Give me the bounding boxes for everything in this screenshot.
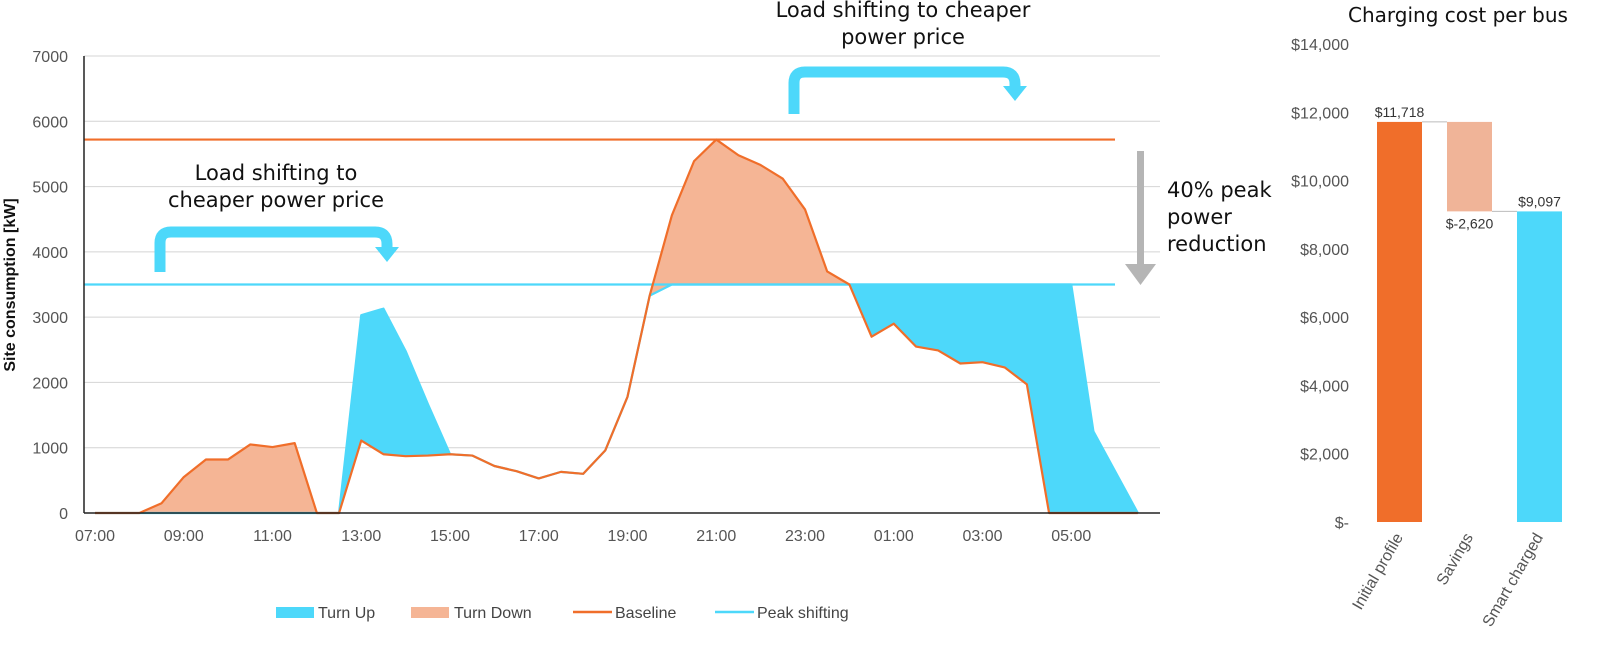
reduction-arrow-shaft bbox=[1137, 151, 1144, 266]
reduction-line-2: power bbox=[1167, 205, 1232, 229]
turn-up-area bbox=[850, 284, 1138, 513]
right-shift-arrow-icon bbox=[788, 66, 1021, 114]
waterfall-data-label: $-2,620 bbox=[1446, 215, 1494, 231]
waterfall-y-tick-label: $8,000 bbox=[1300, 242, 1349, 259]
left-area-fills bbox=[140, 139, 1138, 513]
left-x-tick-labels: 07:00 09:00 11:00 13:00 15:00 17:00 19:00 21:00… bbox=[75, 528, 1091, 545]
right-shift-arrowhead-icon bbox=[1003, 86, 1027, 101]
legend-label-turn-down: Turn Down bbox=[454, 605, 532, 622]
turn-down-area bbox=[650, 139, 850, 296]
left-y-tick-labels: 0 1000 2000 3000 4000 5000 6000 7000 bbox=[32, 49, 68, 523]
charging-cost-chart: Charging cost per bus $- $2,000 $4,000 $6,0… bbox=[1291, 3, 1568, 630]
bar-savings bbox=[1447, 121, 1492, 212]
legend-swatch-turn-down bbox=[411, 607, 449, 618]
y-tick-label: 0 bbox=[59, 506, 68, 523]
reduction-arrow-icon bbox=[1125, 264, 1156, 285]
y-tick-label: 4000 bbox=[32, 245, 68, 262]
turn-up-area bbox=[340, 308, 450, 510]
waterfall-y-tick-label: $2,000 bbox=[1300, 447, 1349, 464]
left-shift-arrow-icon bbox=[154, 226, 393, 272]
waterfall-y-tick-label: $4,000 bbox=[1300, 378, 1349, 395]
x-tick-label: 05:00 bbox=[1051, 528, 1091, 545]
waterfall-y-tick-label: $14,000 bbox=[1291, 37, 1349, 54]
waterfall-y-tick-label: $6,000 bbox=[1300, 310, 1349, 327]
waterfall-data-label: $11,718 bbox=[1375, 104, 1425, 120]
y-tick-label: 5000 bbox=[32, 180, 68, 197]
legend-label-baseline: Baseline bbox=[615, 605, 676, 622]
baseline-line bbox=[95, 138, 1138, 515]
x-tick-label: 09:00 bbox=[164, 528, 204, 545]
legend-swatch-turn-up bbox=[276, 607, 314, 618]
waterfall-category-label: Initial profile bbox=[1350, 530, 1407, 613]
turn-down-area bbox=[140, 443, 317, 513]
left-shift-line-2: cheaper power price bbox=[168, 188, 384, 212]
load-shift-annotation-right: Load shifting to cheaper power price bbox=[776, 0, 1031, 114]
x-tick-label: 11:00 bbox=[253, 528, 292, 545]
x-tick-label: 07:00 bbox=[75, 528, 115, 545]
left-axes bbox=[83, 56, 1160, 514]
waterfall-title: Charging cost per bus bbox=[1348, 3, 1568, 27]
legend-label-turn-up: Turn Up bbox=[318, 605, 375, 622]
x-tick-label: 15:00 bbox=[430, 528, 470, 545]
waterfall-data-labels: $11,718 $-2,620 $9,097 bbox=[1375, 104, 1561, 231]
right-shift-line-1: Load shifting to cheaper bbox=[776, 0, 1031, 22]
y-tick-label: 2000 bbox=[32, 375, 68, 392]
x-tick-label: 23:00 bbox=[785, 528, 825, 545]
left-shift-arrowhead-icon bbox=[375, 247, 399, 262]
legend-label-peak-shifting: Peak shifting bbox=[757, 605, 849, 622]
waterfall-y-tick-label: $12,000 bbox=[1291, 105, 1349, 122]
waterfall-category-labels: Initial profile Savings Smart charged bbox=[1350, 530, 1547, 629]
waterfall-bars bbox=[1377, 121, 1562, 522]
legend: Turn Up Turn Down Baseline Peak shifting bbox=[276, 605, 849, 622]
bar-initial-profile bbox=[1377, 121, 1422, 522]
x-tick-label: 03:00 bbox=[962, 528, 1002, 545]
reduction-line-1: 40% peak bbox=[1167, 178, 1272, 202]
y-tick-label: 1000 bbox=[32, 441, 68, 458]
left-series-lines bbox=[84, 138, 1139, 515]
x-tick-label: 17:00 bbox=[519, 528, 559, 545]
load-shift-annotation-left: Load shifting to cheaper power price bbox=[154, 161, 399, 272]
y-tick-label: 7000 bbox=[32, 49, 68, 66]
left-shift-line-1: Load shifting to bbox=[195, 161, 358, 185]
x-tick-label: 21:00 bbox=[696, 528, 736, 545]
y-tick-label: 6000 bbox=[32, 114, 68, 131]
waterfall-y-tick-label: $- bbox=[1335, 515, 1349, 532]
site-consumption-chart: 0 1000 2000 3000 4000 5000 6000 7000 07:00 09:00… bbox=[2, 49, 1160, 545]
peak-reduction-annotation: 40% peak power reduction bbox=[1125, 151, 1272, 285]
y-tick-label: 3000 bbox=[32, 310, 68, 327]
bar-smart-charged bbox=[1517, 211, 1562, 522]
waterfall-data-label: $9,097 bbox=[1518, 193, 1561, 209]
x-tick-label: 01:00 bbox=[874, 528, 914, 545]
left-gridlines bbox=[84, 55, 1160, 449]
right-y-tick-labels: $- $2,000 $4,000 $6,000 $8,000 $10,000 $12,000… bbox=[1291, 37, 1349, 532]
waterfall-category-label: Smart charged bbox=[1480, 531, 1547, 630]
y-axis-title: Site consumption [kW] bbox=[2, 198, 19, 371]
right-shift-line-2: power price bbox=[841, 25, 965, 49]
waterfall-y-tick-label: $10,000 bbox=[1291, 174, 1349, 191]
reduction-line-3: reduction bbox=[1167, 232, 1267, 256]
x-tick-label: 13:00 bbox=[341, 528, 381, 545]
waterfall-category-label: Savings bbox=[1434, 531, 1477, 589]
x-tick-label: 19:00 bbox=[607, 528, 647, 545]
